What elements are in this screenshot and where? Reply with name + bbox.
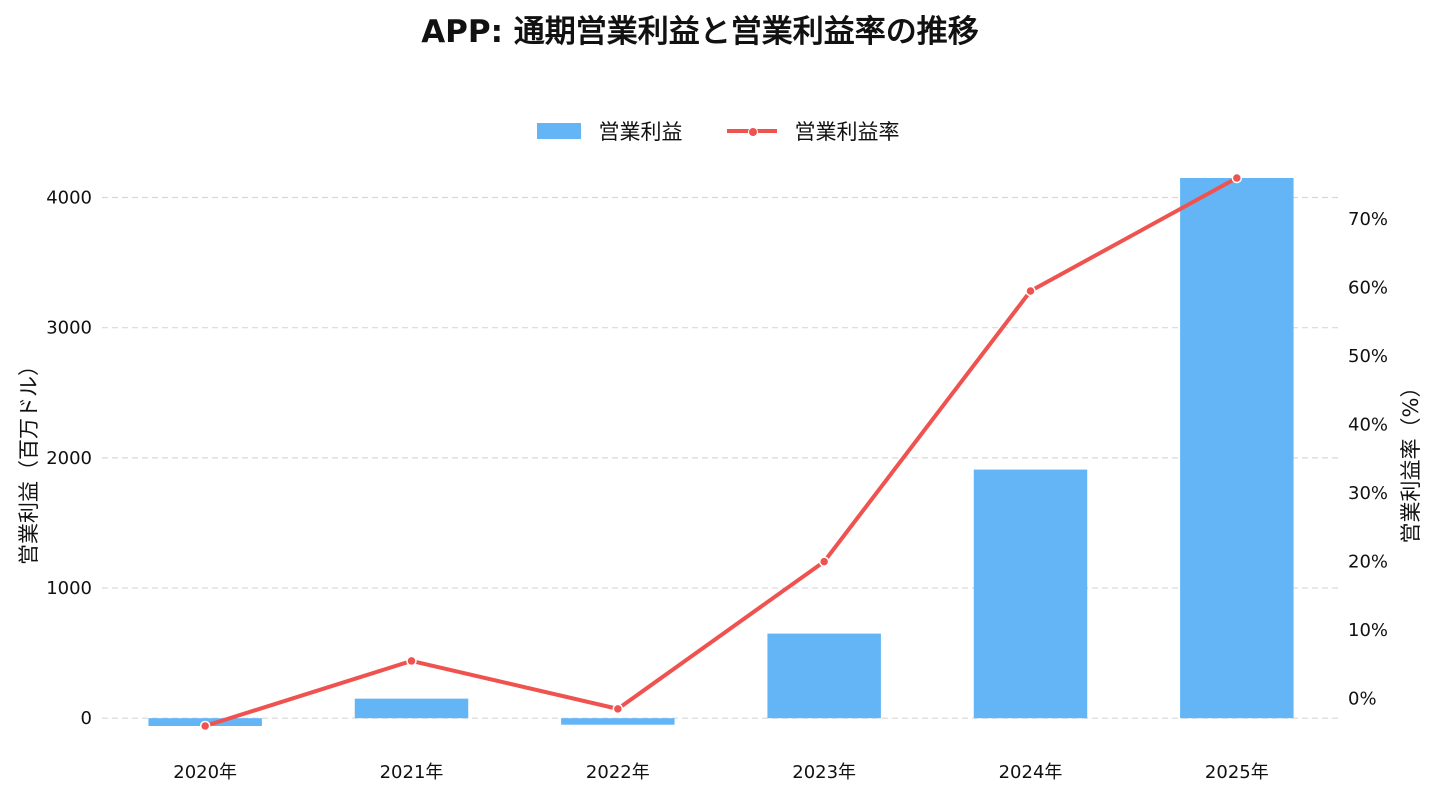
x-tick-label: 2023年: [792, 762, 856, 783]
y-axis-right-ticks: 0% 10% 20% 30% 40% 50% 60% 70%: [1348, 209, 1388, 709]
x-tick-label: 2024年: [999, 762, 1063, 783]
bar-series: [148, 178, 1294, 726]
bar: [561, 718, 675, 725]
y2-tick-label: 20%: [1348, 552, 1388, 573]
y2-tick-label: 30%: [1348, 483, 1388, 504]
legend: 営業利益 営業利益率: [0, 116, 1436, 146]
y-axis-left-label: 営業利益（百万ドル）: [17, 355, 41, 565]
x-tick-label: 2022年: [586, 762, 650, 783]
line-point: [1025, 285, 1036, 297]
series-line: [204, 176, 1238, 728]
y-tick-label: 4000: [46, 188, 92, 209]
y2-tick-label: 40%: [1348, 415, 1388, 436]
y2-tick-label: 10%: [1348, 620, 1388, 641]
x-tick-label: 2020年: [173, 762, 237, 783]
legend-bar-swatch: [536, 123, 581, 139]
line-point: [818, 556, 830, 567]
line-point: [1231, 172, 1243, 184]
chart-title: APP: 通期営業利益と営業利益率の推移: [421, 14, 979, 50]
legend-bar-label: 営業利益: [598, 120, 683, 144]
x-axis-ticks: 2020年 2021年 2022年 2023年 2024年 2025年: [173, 762, 1268, 783]
gridlines: [102, 196, 1340, 719]
x-tick-label: 2021年: [380, 762, 444, 783]
x-tick-label: 2025年: [1205, 762, 1269, 783]
y-tick-label: 3000: [46, 318, 92, 339]
bar: [1180, 178, 1294, 719]
bar: [973, 469, 1088, 719]
y-tick-label: 0: [81, 708, 92, 729]
legend-line-label: 営業利益率: [794, 120, 900, 144]
legend-line-swatch: [726, 123, 777, 139]
line-point: [199, 720, 211, 732]
legend-item-bar: 営業利益: [536, 116, 683, 146]
y2-tick-label: 0%: [1348, 689, 1377, 710]
line-point: [612, 703, 624, 715]
y2-tick-label: 60%: [1348, 278, 1388, 299]
y2-tick-label: 50%: [1348, 346, 1388, 367]
y-axis-right-label: 営業利益率（%）: [1399, 377, 1423, 544]
y-tick-label: 1000: [46, 578, 92, 599]
y-axis-left-ticks: 0 1000 2000 3000 4000: [46, 188, 92, 730]
legend-item-line: 営業利益率: [726, 116, 900, 146]
bar: [767, 633, 881, 719]
line-point: [406, 655, 417, 667]
y2-tick-label: 70%: [1348, 209, 1388, 230]
line-series: [199, 172, 1243, 732]
y-tick-label: 2000: [46, 448, 92, 469]
bar: [354, 698, 469, 719]
